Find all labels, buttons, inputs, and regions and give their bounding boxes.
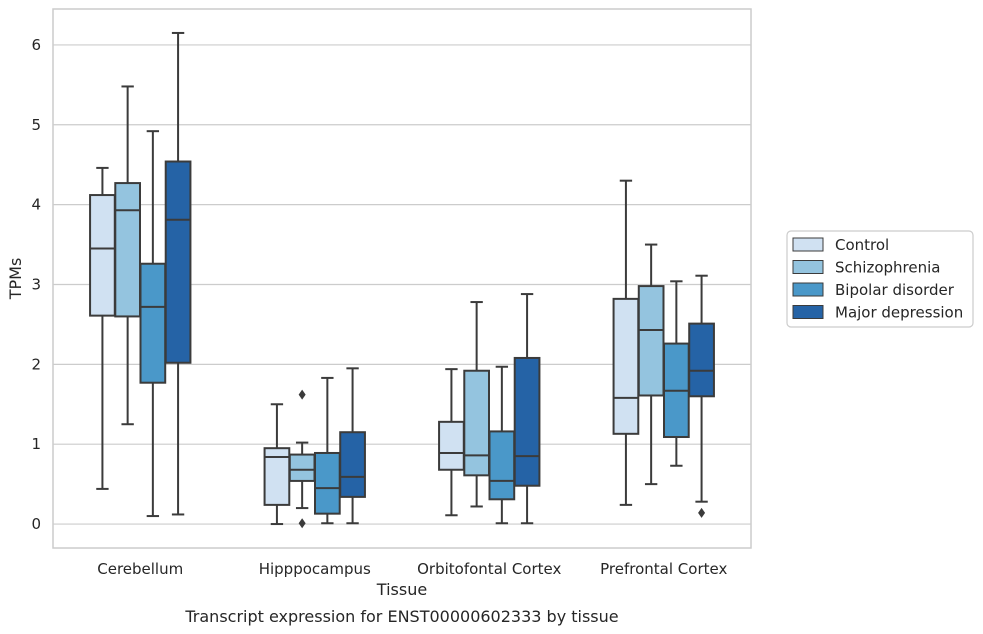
box xyxy=(164,160,192,364)
y-tick-label: 4 xyxy=(31,196,41,214)
box-group xyxy=(164,31,192,516)
y-tick-label: 5 xyxy=(31,116,41,134)
box-group xyxy=(463,301,490,508)
y-tick-label: 6 xyxy=(31,36,41,54)
box-group xyxy=(612,179,640,506)
box xyxy=(438,420,465,471)
outlier-point xyxy=(298,389,306,400)
y-axis-ticks: 0 1 2 3 4 5 6 xyxy=(31,36,41,533)
legend-swatch xyxy=(792,260,824,274)
box xyxy=(314,451,341,515)
box-group xyxy=(488,365,516,525)
outlier-point xyxy=(298,518,306,529)
x-tick-label: Hipppocampus xyxy=(259,560,371,578)
box-group xyxy=(513,293,541,525)
legend-label: Control xyxy=(835,236,889,254)
legend-frame xyxy=(786,230,974,328)
box-groups xyxy=(89,31,715,529)
legend-label: Schizophrenia xyxy=(835,259,940,277)
box-group xyxy=(114,85,141,426)
box-group xyxy=(288,389,316,529)
y-tick-label: 2 xyxy=(31,355,41,373)
box xyxy=(513,356,541,487)
legend-swatch xyxy=(792,305,824,319)
box xyxy=(89,194,116,317)
box xyxy=(612,297,640,435)
y-tick-label: 1 xyxy=(31,435,41,453)
box-group xyxy=(89,166,116,490)
x-axis-ticks: Cerebellum Hipppocampus Orbitofontal Corte… xyxy=(97,560,727,578)
y-tick-label: 0 xyxy=(31,515,41,533)
box-group xyxy=(139,130,167,518)
legend-swatch xyxy=(792,237,824,252)
x-tick-label: Cerebellum xyxy=(97,560,183,578)
plot-frame xyxy=(52,8,752,549)
box xyxy=(288,453,316,482)
box xyxy=(139,262,167,384)
box xyxy=(463,369,490,477)
box xyxy=(637,285,665,397)
legend: Control Schizophrenia Bipolar disorder Majo… xyxy=(786,230,974,328)
box-group xyxy=(438,368,465,517)
box xyxy=(114,182,141,318)
x-tick-label: Prefrontal Cortex xyxy=(600,560,727,578)
x-tick-label: Orbitofontal Cortex xyxy=(417,560,561,578)
y-tick-label: 3 xyxy=(31,275,41,293)
legend-label: Major depression xyxy=(835,304,963,322)
box-group xyxy=(637,243,665,486)
box-group xyxy=(263,403,291,526)
box xyxy=(688,322,715,398)
outlier-point xyxy=(698,507,706,518)
box-group xyxy=(339,367,366,525)
box xyxy=(339,431,366,498)
box xyxy=(488,430,516,501)
box-group xyxy=(663,280,690,467)
legend-swatch xyxy=(792,282,824,297)
legend-label: Bipolar disorder xyxy=(835,281,955,299)
box-group xyxy=(314,376,341,525)
box-group xyxy=(688,274,715,518)
chart-caption: Transcript expression for ENST0000060233… xyxy=(184,607,618,626)
x-axis-label: Tissue xyxy=(376,580,427,599)
y-axis-label: TPMs xyxy=(6,258,25,301)
